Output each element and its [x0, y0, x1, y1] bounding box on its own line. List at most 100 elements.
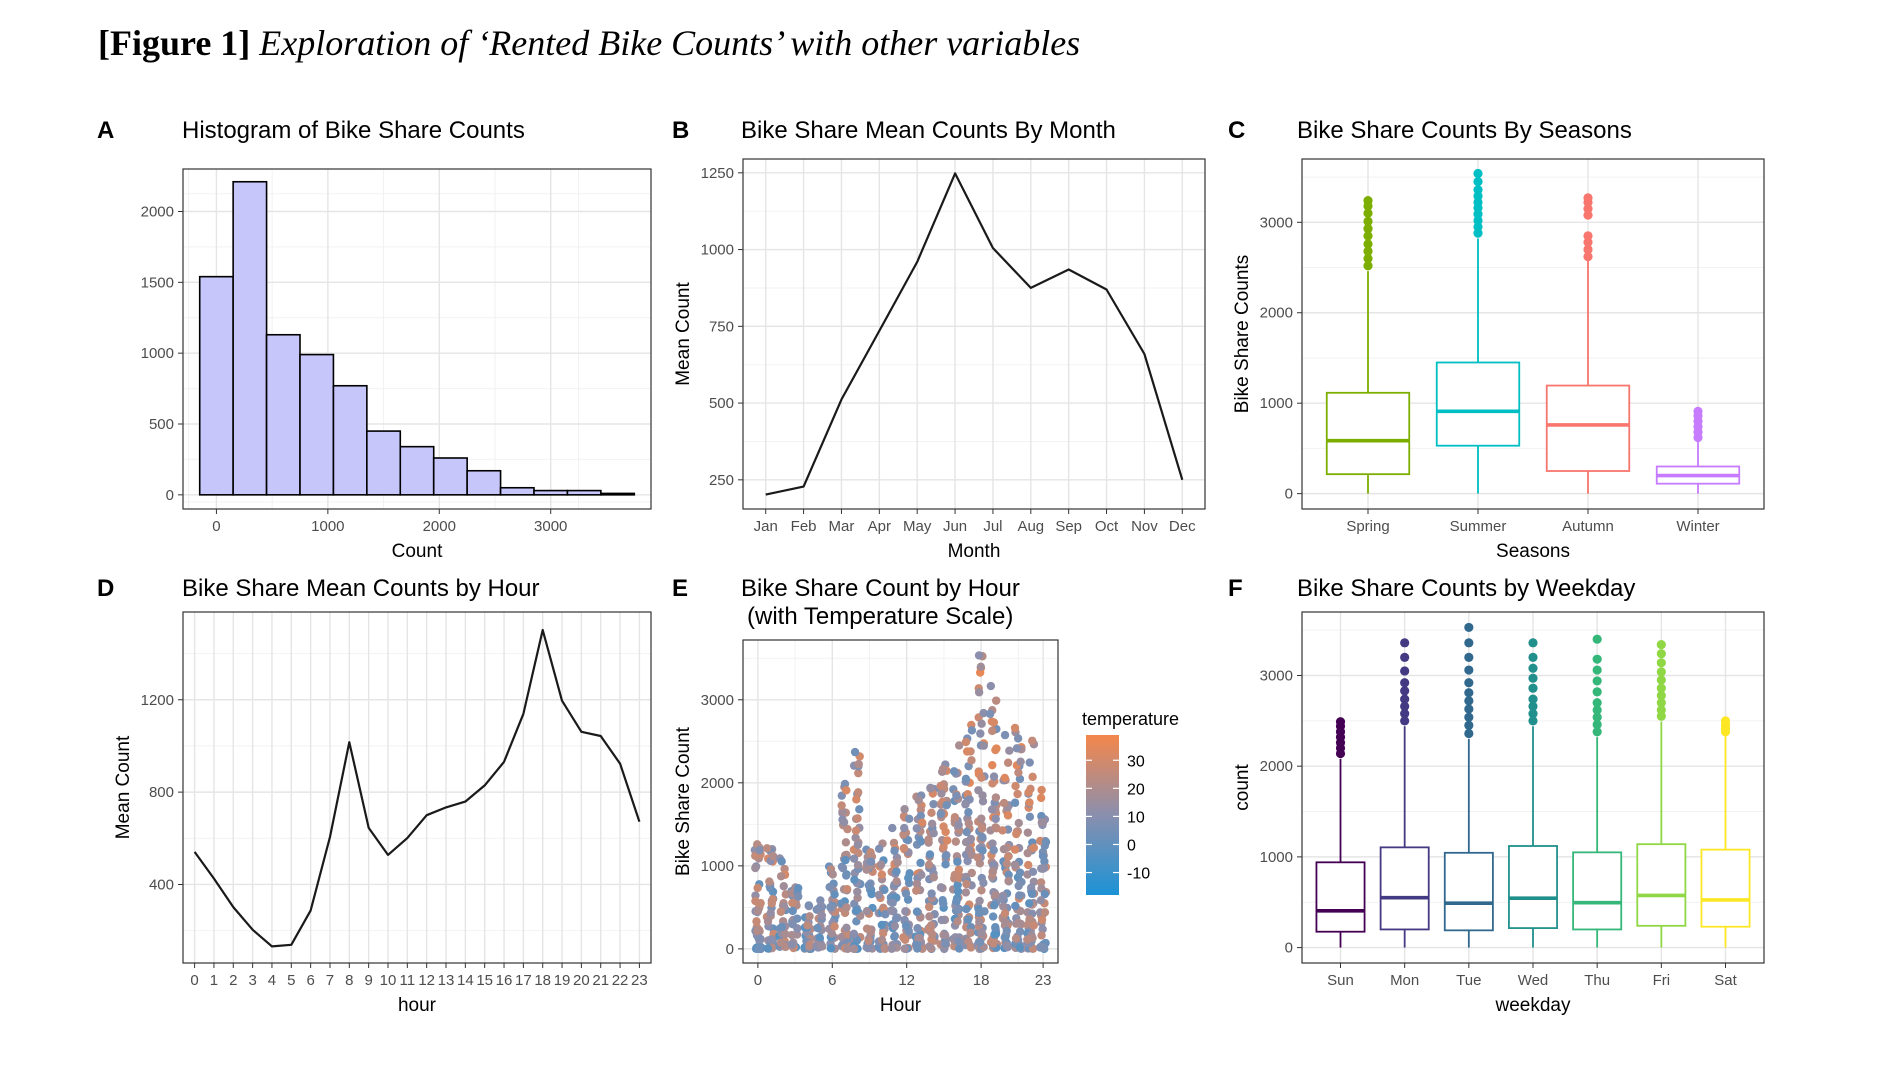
scatter-point: [1000, 773, 1009, 783]
scatter-point: [976, 938, 985, 947]
outlier-point: [1464, 665, 1474, 675]
outlier-point: [1335, 717, 1346, 727]
scatter-point: [941, 939, 950, 948]
scatter-point: [899, 844, 909, 853]
scatter-point: [1012, 744, 1022, 753]
outlier-point: [1473, 228, 1483, 238]
series-line: [765, 172, 1184, 496]
x-tick-label: 22: [612, 972, 629, 989]
scatter-point: [1001, 917, 1010, 927]
scatter-point: [792, 930, 802, 939]
x-axis-label: Count: [392, 541, 443, 562]
panel-title: Bike Share Mean Counts by Hour: [182, 575, 540, 602]
outlier-point: [1464, 712, 1474, 722]
scatter-point: [849, 929, 859, 939]
scatter-point: [805, 912, 814, 921]
outlier-point: [1592, 687, 1602, 697]
scatter-point: [962, 827, 971, 837]
histogram-bar: [366, 430, 402, 496]
scatter-point: [766, 908, 775, 918]
outlier-point: [1363, 196, 1373, 206]
outlier-point: [1583, 193, 1593, 203]
outlier-point: [1528, 673, 1538, 683]
legend-title: temperature: [1082, 709, 1179, 729]
scatter-point: [998, 826, 1007, 835]
outlier-point: [1656, 658, 1666, 668]
scatter-point: [788, 919, 797, 929]
y-axis-label: Mean Count: [113, 735, 134, 839]
scatter-point: [979, 878, 988, 888]
histogram-bar: [600, 492, 636, 496]
x-tick-label: Dec: [1169, 518, 1196, 535]
outlier-point: [1656, 683, 1666, 693]
scatter-point: [866, 857, 876, 866]
scatter-point: [815, 933, 824, 942]
scatter-point: [862, 943, 871, 952]
scatter-point: [765, 877, 774, 886]
outlier-point: [1363, 208, 1373, 218]
y-axis-label: Mean Count: [673, 282, 694, 386]
outlier-point: [1656, 640, 1666, 650]
y-tick-label: 1200: [141, 692, 174, 709]
scatter-point: [988, 839, 997, 848]
scatter-point: [1013, 734, 1023, 743]
x-tick-label: Fri: [1653, 972, 1671, 989]
y-tick-label: 2000: [701, 775, 734, 792]
scatter-point: [916, 858, 925, 868]
scatter-point: [917, 870, 926, 880]
scatter-point: [804, 901, 813, 910]
outlier-point: [1400, 716, 1410, 726]
scatter-point: [913, 924, 922, 933]
scatter-point: [904, 814, 914, 823]
scatter-point: [924, 835, 933, 844]
scatter-point: [890, 932, 899, 941]
scatter-point: [1040, 889, 1050, 899]
scatter-point: [877, 935, 887, 945]
scatter-point: [941, 931, 950, 940]
outlier-point: [1592, 654, 1602, 664]
panel-d-hourly-line: 0 1 2 3 4 5 6 7 8 9 10 11 12 13 14 15 16 17 18 19 20 21 22 2340…: [97, 575, 652, 1016]
scatter-point: [916, 811, 926, 821]
scatter-point: [991, 814, 1000, 824]
scatter-point: [825, 882, 834, 892]
scatter-point: [1025, 758, 1034, 767]
scatter-point: [777, 857, 786, 866]
legend-colorbar: [1086, 735, 1119, 895]
scatter-point: [963, 915, 973, 924]
x-tick-label: 12: [418, 972, 435, 989]
outlier-point: [1528, 638, 1538, 648]
scatter-point: [977, 886, 986, 895]
scatter-point: [1040, 908, 1050, 917]
outlier-point: [1473, 222, 1483, 232]
y-tick-label: 400: [149, 876, 174, 893]
histogram-bar: [198, 275, 234, 496]
x-tick-label: May: [903, 518, 932, 535]
scatter-point: [1038, 925, 1047, 934]
x-axis-label: weekday: [1495, 995, 1571, 1016]
scatter-point: [953, 857, 962, 866]
scatter-point: [949, 767, 959, 776]
scatter-point: [1003, 942, 1013, 952]
scatter-point: [1015, 927, 1025, 936]
histogram-bar: [399, 445, 435, 496]
scatter-point: [1005, 746, 1014, 755]
scatter-point: [751, 863, 760, 873]
y-tick-label: 2000: [1260, 305, 1293, 322]
scatter-point: [888, 823, 897, 833]
y-tick-label: 0: [166, 487, 174, 504]
scatter-point: [826, 903, 835, 912]
scatter-point: [927, 921, 936, 930]
x-tick-label: 18: [973, 972, 990, 989]
scatter-point: [794, 892, 803, 901]
outlier-point: [1464, 678, 1474, 688]
scatter-point: [843, 944, 852, 954]
scatter-point: [1037, 915, 1047, 924]
scatter-point: [1015, 891, 1024, 900]
scatter-point: [929, 873, 939, 882]
x-tick-label: Oct: [1095, 518, 1119, 535]
panel-title: Bike Share Counts by Weekday: [1297, 575, 1635, 602]
scatter-point: [929, 799, 938, 809]
outlier-point: [1400, 652, 1410, 662]
scatter-point: [1024, 860, 1033, 870]
scatter-point: [999, 902, 1008, 911]
